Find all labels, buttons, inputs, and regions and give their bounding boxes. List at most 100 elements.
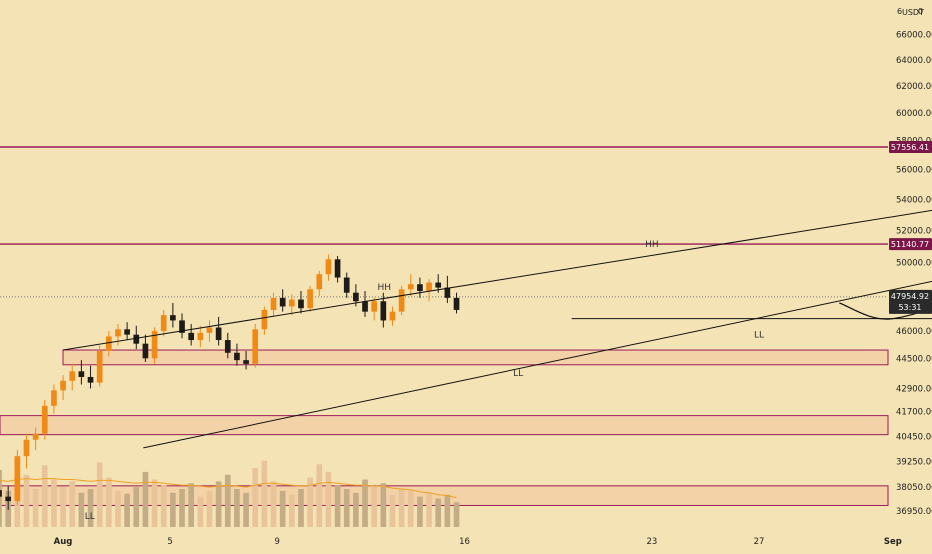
candle-body [51, 390, 57, 406]
volume-bar [69, 481, 76, 527]
y-tick-label: 66000.00 [896, 31, 932, 41]
volume-bar [160, 485, 167, 527]
annotation-ll: LL [513, 369, 523, 379]
channel-lower-line[interactable] [143, 171, 932, 449]
candle-body [362, 301, 368, 312]
candle-body [60, 380, 66, 391]
volume-bar [142, 471, 149, 527]
zone-0 [62, 349, 889, 366]
volume-bar [206, 490, 213, 527]
x-tick-label: 5 [167, 537, 172, 547]
candle-body [14, 456, 21, 502]
volume-bar [261, 460, 268, 527]
y-tick-label: 50000.00 [896, 259, 932, 269]
price-tag-label: 51140.77 [891, 240, 929, 249]
top-tick-fragment-right: 0 [918, 7, 923, 16]
volume-bar [105, 477, 112, 527]
candle-body [5, 496, 12, 502]
price-tag-countdown: 53:31 [898, 303, 921, 312]
candle-body [69, 371, 76, 381]
candle-body [115, 329, 121, 337]
candle-body [188, 332, 195, 341]
volume-bar [362, 479, 368, 527]
candle-body [23, 439, 30, 457]
candle-body [389, 311, 396, 321]
projection-path[interactable] [839, 145, 932, 320]
volume-bar [197, 496, 204, 527]
volume-bar [23, 474, 30, 527]
annotation-hh: HH [645, 240, 659, 250]
y-tick-label: 54000.00 [896, 195, 932, 205]
candle-body [279, 297, 286, 307]
y-tick-label: 46000.00 [896, 327, 932, 337]
price-tag-1 [889, 238, 932, 251]
volume-bar [133, 487, 140, 527]
volume-bar [371, 487, 378, 527]
volume-bar [234, 489, 240, 527]
y-tick-label: 62000.00 [896, 82, 932, 92]
candle-body [96, 350, 103, 383]
candle-body [179, 320, 185, 333]
price-tag-2 [889, 289, 932, 314]
volume-bar [224, 474, 231, 527]
volume-bar [115, 490, 121, 527]
top-tick-fragment: 6 [897, 7, 902, 16]
candle-body [334, 259, 341, 278]
candle-body [343, 277, 350, 293]
volume-bar [343, 489, 350, 527]
volume-ma-line [0, 478, 457, 499]
candle-body [41, 405, 48, 434]
volume-bar [252, 468, 259, 527]
candle-body [252, 329, 259, 364]
volume-bar [279, 490, 286, 527]
candle-body [160, 315, 167, 332]
candle-body [398, 289, 405, 312]
candle-body [142, 343, 149, 359]
volume-bar [51, 479, 57, 527]
x-tick-label: Aug [54, 537, 73, 547]
x-tick-label: 27 [754, 537, 765, 547]
volume-bar [41, 465, 48, 527]
time-axis[interactable]: Aug59162327Sep6132027Oct [54, 537, 932, 547]
volume-bar [288, 494, 295, 527]
candle-body [307, 289, 313, 309]
trend-drawings [62, 139, 932, 449]
volume-bar [444, 494, 451, 527]
y-tick-label: 64000.00 [896, 56, 932, 66]
volume-bar [87, 489, 94, 527]
candle-body [426, 282, 432, 292]
candle-body [32, 433, 39, 440]
candle-body [325, 259, 332, 275]
volume-bar [380, 483, 387, 527]
volume-bar [426, 492, 432, 527]
volume-bar [453, 502, 460, 527]
axis-header: 6 0 USDT [897, 7, 924, 17]
y-tick-label: 41700.00 [896, 408, 932, 418]
candle-body [78, 371, 85, 377]
candle-body [371, 301, 378, 312]
annotation-ll: LL [754, 330, 764, 340]
y-tick-label: 36950.00 [896, 507, 932, 517]
volume-bar [179, 489, 185, 527]
volume-bar [307, 477, 313, 527]
channel-upper-line[interactable] [62, 139, 932, 351]
candle-body [197, 332, 204, 341]
hh-ll-labels: HHHHHHLLLLLL [85, 240, 764, 522]
supply-demand-zones [0, 349, 889, 506]
volume-bar [389, 494, 396, 527]
volume-bar [60, 487, 66, 527]
volume-bar [124, 493, 130, 527]
candle-body [288, 299, 295, 307]
candle-body [151, 331, 158, 359]
candle-body [170, 315, 176, 321]
volume-bar [0, 470, 2, 527]
annotation-ll: LL [85, 512, 95, 522]
candle-body [215, 327, 222, 341]
candle-body [87, 376, 94, 383]
y-tick-label: 52000.00 [896, 226, 932, 236]
candle-body [224, 340, 231, 353]
candle-body [206, 327, 213, 333]
zone-1 [0, 415, 889, 436]
